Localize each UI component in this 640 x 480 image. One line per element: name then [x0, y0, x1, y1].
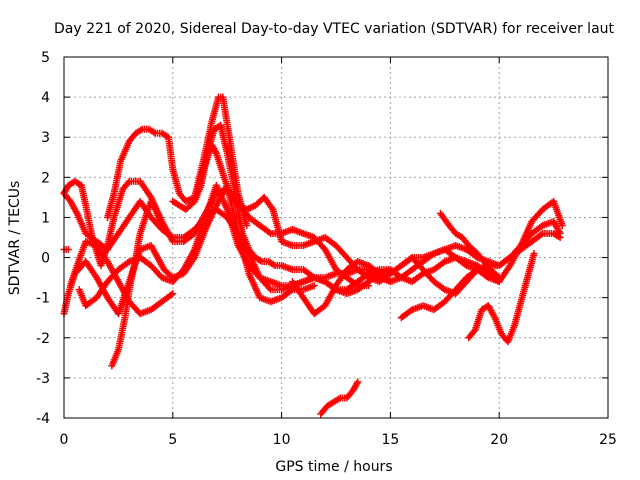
x-tick-label: 15	[381, 432, 399, 448]
x-tick-label: 25	[599, 432, 617, 448]
y-tick-label: 4	[41, 90, 50, 106]
y-tick-label: -2	[36, 331, 50, 347]
y-tick-label: 3	[41, 130, 50, 146]
x-tick-label: 10	[273, 432, 291, 448]
x-tick-label: 20	[490, 432, 508, 448]
x-tick-label: 5	[168, 432, 177, 448]
y-tick-label: -3	[36, 371, 50, 387]
x-tick-label: 0	[60, 432, 69, 448]
data-point	[167, 291, 175, 299]
y-tick-label: 1	[41, 210, 50, 226]
data-point	[310, 282, 318, 290]
data-point	[169, 290, 177, 298]
data-point	[158, 221, 166, 229]
y-tick-label: 5	[41, 50, 50, 66]
y-tick-label: -4	[36, 411, 50, 427]
y-tick-label: -1	[36, 291, 50, 307]
data-point	[265, 284, 273, 292]
y-tick-label: 2	[41, 170, 50, 186]
data-point	[265, 228, 273, 236]
data-points	[60, 93, 566, 418]
y-tick-label: 0	[41, 251, 50, 267]
